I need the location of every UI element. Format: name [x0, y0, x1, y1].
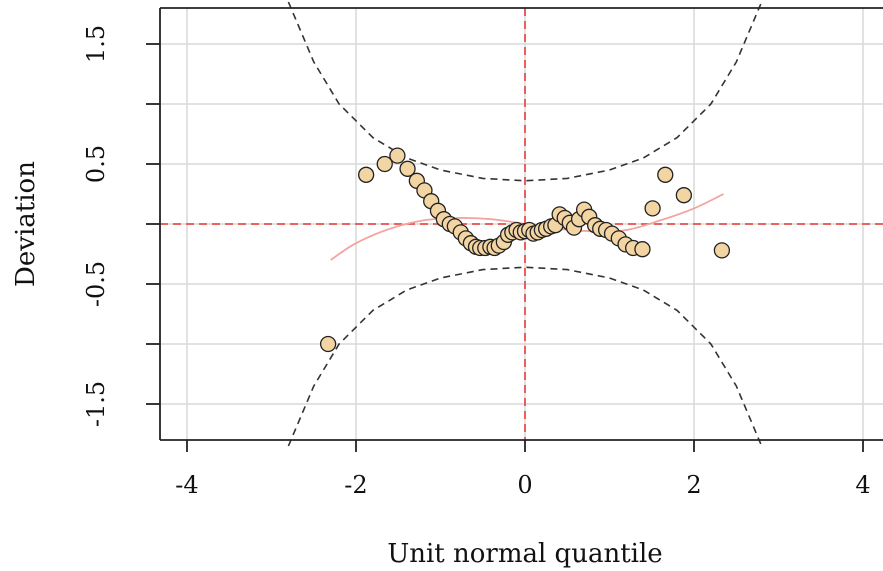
y-tick-label: -1.5 [82, 381, 110, 427]
x-tick-label: -2 [344, 471, 367, 499]
x-axis-title: Unit normal quantile [387, 539, 662, 569]
x-tick-label: -4 [175, 471, 198, 499]
data-point [635, 242, 650, 257]
data-point [321, 337, 336, 352]
data-point [645, 201, 660, 216]
y-tick-label: -0.5 [82, 261, 110, 307]
x-tick-label: 2 [686, 471, 701, 499]
data-point [676, 188, 691, 203]
x-tick-label: 0 [517, 471, 532, 499]
data-point [390, 148, 405, 163]
data-point [359, 167, 374, 182]
data-point [658, 167, 673, 182]
tick-labels: -4 -2 0 2 4 -1.5 -0.5 0.5 1.5 [82, 25, 871, 499]
data-point [714, 243, 729, 258]
y-tick-label: 0.5 [82, 145, 110, 183]
x-tick-label: 4 [855, 471, 870, 499]
y-axis-title: Deviation [11, 161, 41, 287]
y-tick-label: 1.5 [82, 25, 110, 63]
